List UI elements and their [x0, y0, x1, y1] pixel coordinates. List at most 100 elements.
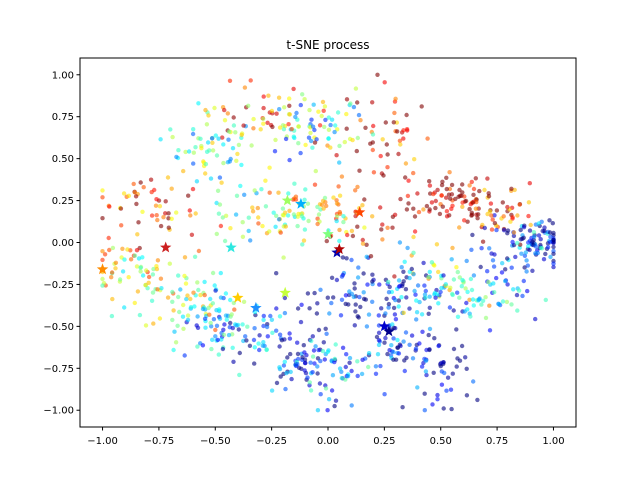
scatter-point — [334, 277, 340, 283]
scatter-point — [391, 357, 396, 362]
scatter-point — [444, 388, 449, 393]
scatter-point — [280, 212, 286, 218]
scatter-point — [298, 150, 303, 156]
scatter-point — [184, 296, 189, 302]
scatter-point — [296, 141, 301, 146]
scatter-point — [208, 320, 213, 326]
scatter-point — [356, 265, 361, 270]
scatter-point — [538, 237, 543, 242]
scatter-point — [441, 406, 446, 411]
scatter-point — [292, 181, 297, 186]
scatter-point — [234, 158, 239, 163]
scatter-point — [480, 239, 486, 244]
scatter-point — [166, 211, 171, 216]
scatter-point — [310, 145, 315, 150]
scatter-point — [417, 341, 422, 346]
scatter-point — [315, 371, 320, 376]
scatter-point — [258, 127, 263, 132]
centroid-star — [281, 194, 294, 206]
scatter-point — [364, 242, 369, 247]
scatter-point — [371, 170, 377, 175]
scatter-point — [412, 214, 418, 219]
scatter-point — [551, 230, 556, 236]
scatter-point — [214, 200, 219, 206]
scatter-point — [216, 136, 221, 141]
scatter-point — [395, 129, 400, 134]
scatter-point — [316, 327, 322, 333]
scatter-point — [524, 269, 529, 274]
scatter-point — [455, 356, 460, 361]
scatter-point — [259, 187, 264, 192]
scatter-point — [329, 275, 335, 280]
scatter-point — [401, 339, 406, 344]
scatter-point — [406, 201, 411, 206]
scatter-point — [270, 124, 275, 130]
scatter-point — [100, 257, 105, 263]
scatter-point — [119, 223, 124, 228]
scatter-point — [489, 213, 494, 218]
scatter-point — [357, 168, 362, 173]
scatter-point — [313, 344, 318, 349]
scatter-point — [263, 204, 269, 209]
scatter-point — [271, 210, 276, 215]
scatter-point — [467, 183, 472, 188]
scatter-point — [399, 295, 404, 300]
scatter-point — [530, 239, 535, 244]
scatter-point — [230, 345, 235, 350]
scatter-point — [316, 212, 322, 217]
scatter-point — [492, 213, 497, 218]
scatter-point — [518, 227, 523, 233]
scatter-point — [450, 203, 455, 208]
scatter-point — [385, 152, 390, 157]
scatter-point — [393, 317, 399, 322]
scatter-point — [298, 319, 304, 325]
scatter-point — [277, 332, 283, 337]
scatter-point — [305, 291, 311, 296]
scatter-point — [245, 324, 250, 329]
scatter-point — [312, 182, 318, 187]
scatter-point — [435, 187, 440, 193]
scatter-point — [243, 334, 248, 339]
scatter-point — [381, 173, 386, 178]
scatter-point — [285, 355, 290, 360]
scatter-point — [483, 315, 489, 321]
scatter-point — [187, 208, 192, 213]
scatter-point — [370, 279, 375, 284]
scatter-point — [277, 107, 282, 112]
scatter-point — [261, 116, 266, 122]
scatter-point — [191, 150, 196, 155]
scatter-point — [526, 200, 532, 205]
scatter-point — [280, 206, 286, 211]
scatter-point — [343, 364, 348, 370]
scatter-point — [427, 326, 433, 332]
scatter-point — [547, 240, 553, 245]
scatter-point — [203, 171, 208, 176]
scatter-point — [244, 338, 249, 343]
scatter-point — [269, 388, 275, 393]
scatter-point — [324, 331, 329, 336]
scatter-point — [463, 355, 468, 360]
scatter-point — [281, 255, 286, 260]
scatter-point — [479, 302, 484, 307]
scatter-point — [363, 297, 368, 302]
scatter-point — [514, 292, 520, 298]
scatter-point — [401, 310, 406, 315]
scatter-point — [433, 205, 438, 211]
scatter-point — [100, 249, 105, 254]
scatter-point — [421, 260, 426, 266]
scatter-point — [107, 204, 112, 209]
scatter-point — [303, 142, 308, 148]
scatter-point — [471, 186, 477, 192]
scatter-point — [155, 258, 161, 263]
scatter-point — [423, 295, 428, 300]
scatter-point — [135, 232, 140, 237]
scatter-point — [332, 403, 337, 409]
scatter-point — [489, 227, 495, 232]
scatter-point — [338, 313, 344, 318]
scatter-point — [385, 165, 390, 170]
scatter-point — [432, 263, 437, 268]
scatter-point — [308, 130, 313, 136]
scatter-point — [548, 254, 553, 260]
scatter-point — [505, 282, 510, 287]
